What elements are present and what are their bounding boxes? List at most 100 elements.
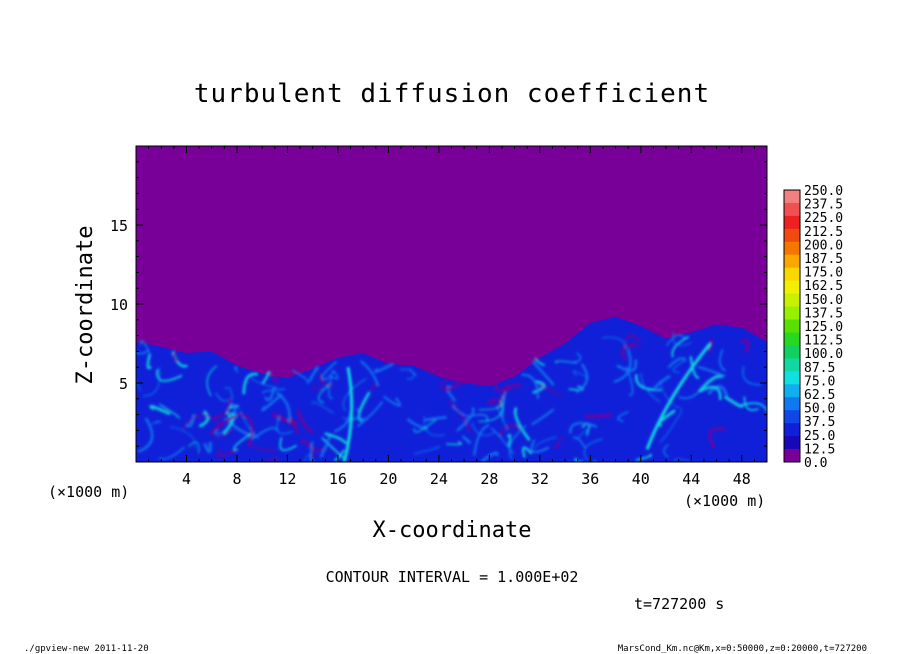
- streak: [478, 396, 505, 411]
- y-tick-label: 15: [110, 217, 128, 235]
- streak: [216, 449, 237, 457]
- streak: [199, 410, 210, 428]
- streak: [188, 441, 200, 454]
- streak: [373, 362, 394, 374]
- streak: [159, 403, 180, 419]
- streak: [521, 373, 540, 400]
- streak: [300, 439, 317, 452]
- streak: [261, 370, 271, 385]
- colorbar-label: 100.0: [804, 347, 843, 362]
- streak: [538, 384, 562, 397]
- streak: [572, 370, 590, 380]
- streak: [699, 385, 722, 401]
- colorbar-swatch: [784, 449, 800, 463]
- colorbar-swatch: [784, 202, 800, 217]
- streak: [413, 445, 440, 455]
- streak: [265, 456, 278, 462]
- streak: [501, 391, 507, 422]
- streak: [319, 435, 332, 458]
- streak: [224, 386, 234, 400]
- plume-streak: [342, 366, 354, 462]
- streak: [291, 369, 309, 385]
- streak: [158, 446, 185, 460]
- streak: [708, 427, 726, 449]
- streak: [272, 412, 298, 425]
- streak: [406, 368, 415, 380]
- colorbar-label: 187.5: [804, 252, 843, 267]
- streak: [370, 384, 378, 390]
- y-tick-label: 5: [119, 375, 128, 393]
- colorbar-swatch: [784, 190, 800, 204]
- colorbar-label: 87.5: [804, 361, 835, 376]
- streak: [215, 392, 229, 402]
- streak: [568, 385, 584, 391]
- streak: [346, 417, 368, 422]
- streak: [496, 406, 509, 431]
- colorbar-swatch: [784, 306, 800, 320]
- streak: [499, 424, 523, 438]
- colorbar-label: 0.0: [804, 456, 827, 471]
- streak: [342, 378, 367, 412]
- x-axis: 4 8 12 16 20 24 28 32 36 40 44 48: [148, 146, 755, 488]
- streak: [235, 413, 254, 447]
- streak: [449, 401, 471, 432]
- colorbar-swatch: [784, 358, 800, 372]
- streak: [718, 349, 726, 372]
- streak: [494, 382, 509, 392]
- streak: [271, 373, 279, 384]
- colorbar-swatch: [784, 241, 800, 256]
- streak: [142, 366, 161, 397]
- streak: [250, 375, 278, 389]
- streak: [601, 336, 627, 349]
- streak: [173, 349, 179, 362]
- x-tick-label: 16: [329, 470, 347, 488]
- streak: [617, 411, 629, 423]
- streak: [276, 415, 293, 435]
- streak: [653, 375, 671, 392]
- streak: [136, 349, 150, 355]
- colorbar-label: 237.5: [804, 198, 843, 213]
- streak: [575, 363, 589, 394]
- streak: [319, 373, 335, 386]
- colorbar-swatch: [784, 228, 800, 243]
- x-unit-right: (×1000 m): [684, 492, 765, 510]
- streak: [182, 414, 209, 430]
- streak: [209, 415, 237, 436]
- colorbar-swatch: [784, 397, 800, 411]
- streak: [506, 433, 512, 448]
- streak: [309, 440, 317, 462]
- streak: [689, 355, 700, 380]
- streak: [233, 431, 254, 451]
- streak: [424, 415, 447, 422]
- streak: [531, 408, 555, 426]
- chart-title: turbulent diffusion coefficient: [194, 79, 710, 109]
- streak: [230, 402, 238, 419]
- streak: [531, 360, 555, 386]
- streak: [308, 366, 319, 382]
- x-unit-left: (×1000 m): [48, 483, 129, 501]
- footer-left: ./gpview-new 2011-11-20: [24, 644, 149, 654]
- streak: [667, 357, 686, 369]
- streak: [672, 331, 692, 347]
- colorbar-swatch: [784, 371, 800, 385]
- streak: [137, 417, 154, 453]
- streak: [490, 427, 515, 455]
- streak: [156, 369, 183, 382]
- streak: [698, 374, 724, 392]
- streak: [139, 339, 151, 353]
- streak: [321, 437, 346, 461]
- colorbar-swatch: [784, 410, 800, 424]
- colorbar-label: 125.0: [804, 320, 843, 335]
- colorbar-label: 62.5: [804, 388, 835, 403]
- x-tick-label: 12: [278, 470, 296, 488]
- streak: [584, 412, 612, 418]
- streak: [508, 424, 527, 460]
- x-tick-label: 28: [480, 470, 498, 488]
- streak: [666, 334, 686, 347]
- colorbar-label: 200.0: [804, 238, 843, 253]
- colorbar-swatch: [784, 332, 800, 346]
- streak: [534, 357, 546, 367]
- streak: [264, 387, 276, 402]
- colorbar-swatch: [784, 215, 800, 230]
